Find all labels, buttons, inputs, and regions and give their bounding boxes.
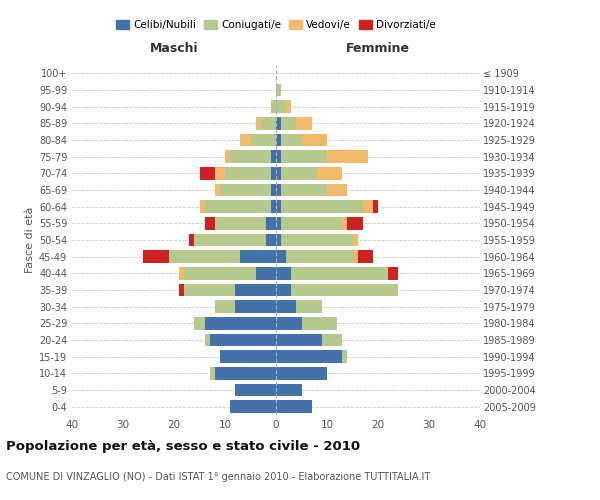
Bar [276,84,281,96]
Bar [230,400,276,413]
Bar [276,200,281,213]
Bar [276,134,281,146]
Bar [230,150,271,163]
Bar [322,334,342,346]
Bar [240,250,276,263]
Bar [235,300,276,313]
Bar [327,184,347,196]
Bar [266,234,276,246]
Bar [276,367,327,380]
Bar [179,284,184,296]
Bar [362,200,373,213]
Bar [296,117,312,130]
Bar [276,350,342,363]
Bar [281,217,342,230]
Bar [347,217,362,230]
Bar [276,150,281,163]
Bar [220,184,271,196]
Bar [184,267,256,280]
Bar [215,167,225,179]
Bar [388,267,398,280]
Bar [235,284,276,296]
Bar [271,184,276,196]
Bar [276,100,286,113]
Bar [266,217,276,230]
Bar [292,267,388,280]
Bar [225,167,271,179]
Bar [220,350,276,363]
Bar [281,184,327,196]
Bar [271,150,276,163]
Bar [271,100,276,113]
Bar [194,317,205,330]
Legend: Celibi/Nubili, Coniugati/e, Vedovi/e, Divorziati/e: Celibi/Nubili, Coniugati/e, Vedovi/e, Di… [112,16,440,34]
Bar [317,167,342,179]
Bar [276,267,292,280]
Bar [143,250,169,263]
Text: Maschi: Maschi [149,42,199,55]
Bar [296,300,322,313]
Bar [302,317,337,330]
Bar [276,400,312,413]
Bar [281,167,317,179]
Bar [210,367,215,380]
Bar [281,150,327,163]
Bar [292,284,398,296]
Bar [276,184,281,196]
Bar [281,234,353,246]
Bar [179,267,184,280]
Bar [276,234,281,246]
Bar [215,184,220,196]
Bar [353,250,358,263]
Bar [281,117,296,130]
Bar [358,250,373,263]
Bar [276,334,322,346]
Bar [353,234,358,246]
Y-axis label: Fasce di età: Fasce di età [25,207,35,273]
Bar [194,234,266,246]
Bar [327,150,368,163]
Bar [205,217,215,230]
Bar [276,117,281,130]
Bar [215,217,266,230]
Bar [225,150,230,163]
Bar [251,134,276,146]
Bar [342,217,347,230]
Text: COMUNE DI VINZAGLIO (NO) - Dati ISTAT 1° gennaio 2010 - Elaborazione TUTTITALIA.: COMUNE DI VINZAGLIO (NO) - Dati ISTAT 1°… [6,472,430,482]
Bar [215,367,276,380]
Bar [260,117,276,130]
Bar [271,200,276,213]
Bar [271,167,276,179]
Bar [256,267,276,280]
Text: Popolazione per età, sesso e stato civile - 2010: Popolazione per età, sesso e stato civil… [6,440,360,453]
Bar [276,250,286,263]
Bar [281,134,302,146]
Bar [281,200,363,213]
Bar [373,200,378,213]
Bar [235,384,276,396]
Bar [210,334,276,346]
Bar [276,167,281,179]
Bar [286,100,292,113]
Bar [205,334,210,346]
Bar [256,117,260,130]
Text: Femmine: Femmine [346,42,410,55]
Bar [276,284,292,296]
Bar [302,134,327,146]
Bar [240,134,251,146]
Bar [205,200,271,213]
Bar [169,250,240,263]
Bar [199,167,215,179]
Bar [184,284,235,296]
Bar [199,200,205,213]
Bar [205,317,276,330]
Bar [276,317,302,330]
Bar [215,300,235,313]
Bar [190,234,194,246]
Bar [276,217,281,230]
Bar [286,250,353,263]
Bar [342,350,347,363]
Bar [276,384,302,396]
Bar [276,300,296,313]
